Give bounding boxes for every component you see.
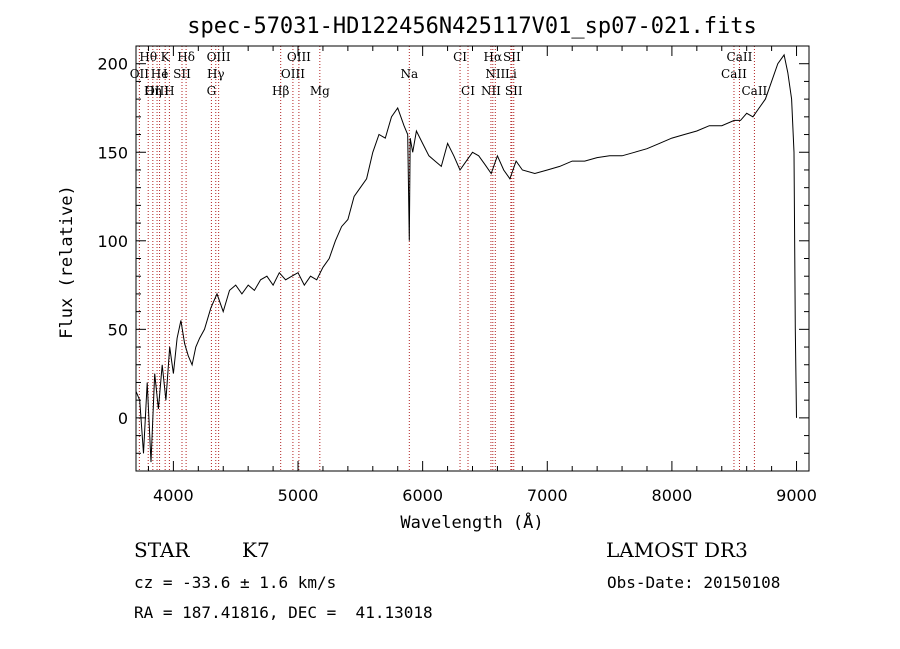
x-tick-label: 4000: [153, 486, 194, 505]
object-class: STAR: [134, 538, 190, 562]
line-label: He: [151, 67, 169, 81]
y-axis-ticks: 0 50 100 150 200: [97, 55, 809, 454]
x-tick-label: 7000: [527, 486, 568, 505]
x-tick-label: 5000: [278, 486, 319, 505]
plot-frame: [135, 45, 810, 472]
x-tick-label: 9000: [776, 486, 817, 505]
spectral-subclass: K7: [242, 538, 270, 562]
line-label: NII: [481, 84, 501, 98]
line-label: SII: [173, 67, 191, 81]
x-axis-ticks: 4000 5000 6000 7000 8000 9000: [147, 46, 817, 505]
y-tick-label: 0: [118, 409, 128, 428]
spectrum-series-line: [135, 53, 797, 463]
line-label: OIII: [145, 84, 169, 98]
x-tick-label: 8000: [652, 486, 693, 505]
line-label: Li: [505, 67, 517, 81]
line-label: Hα: [484, 50, 503, 64]
y-tick-label: 150: [97, 143, 128, 162]
y-axis-label: Flux (relative): [57, 185, 77, 339]
ra-dec-coordinates: RA = 187.41816, DEC = 41.13018: [134, 603, 433, 622]
x-tick-label: 6000: [402, 486, 443, 505]
line-label: H: [164, 84, 174, 98]
redshift-cz: cz = -33.6 ± 1.6 km/s: [134, 573, 337, 592]
spectral-line-markers: [138, 46, 755, 471]
line-label: CaII: [741, 84, 767, 98]
line-label: Hβ: [272, 84, 289, 98]
line-label: OIII: [281, 67, 305, 81]
y-tick-label: 50: [108, 320, 128, 339]
line-label: CI: [461, 84, 475, 98]
x-axis-label: Wavelength (Å): [400, 511, 543, 533]
survey-name: LAMOST DR3: [606, 538, 748, 562]
line-label: Hη: [144, 84, 162, 98]
line-label: I: [163, 67, 168, 81]
observation-date: Obs-Date: 20150108: [607, 573, 781, 592]
line-label: OII: [130, 67, 150, 81]
line-label: OIII: [287, 50, 311, 64]
line-label: OIII: [207, 50, 231, 64]
line-label: CaII: [721, 67, 747, 81]
y-tick-label: 200: [97, 55, 128, 74]
line-label: K: [161, 50, 171, 64]
y-tick-label: 100: [97, 232, 128, 251]
spectrum-chart: spec-57031-HD122456N425117V01_sp07-021.f…: [57, 14, 817, 533]
line-label: G: [207, 84, 217, 98]
line-label: CI: [453, 50, 467, 64]
chart-title: spec-57031-HD122456N425117V01_sp07-021.f…: [187, 14, 757, 39]
line-label: NII: [485, 67, 505, 81]
line-label: SII: [505, 84, 523, 98]
line-label: CaII: [727, 50, 753, 64]
line-label: Hγ: [207, 67, 225, 81]
line-label: Hδ: [177, 50, 195, 64]
line-label: Na: [400, 67, 418, 81]
line-label: Mg: [310, 84, 330, 98]
line-label: SII: [503, 50, 521, 64]
line-label: Hθ: [139, 50, 157, 64]
